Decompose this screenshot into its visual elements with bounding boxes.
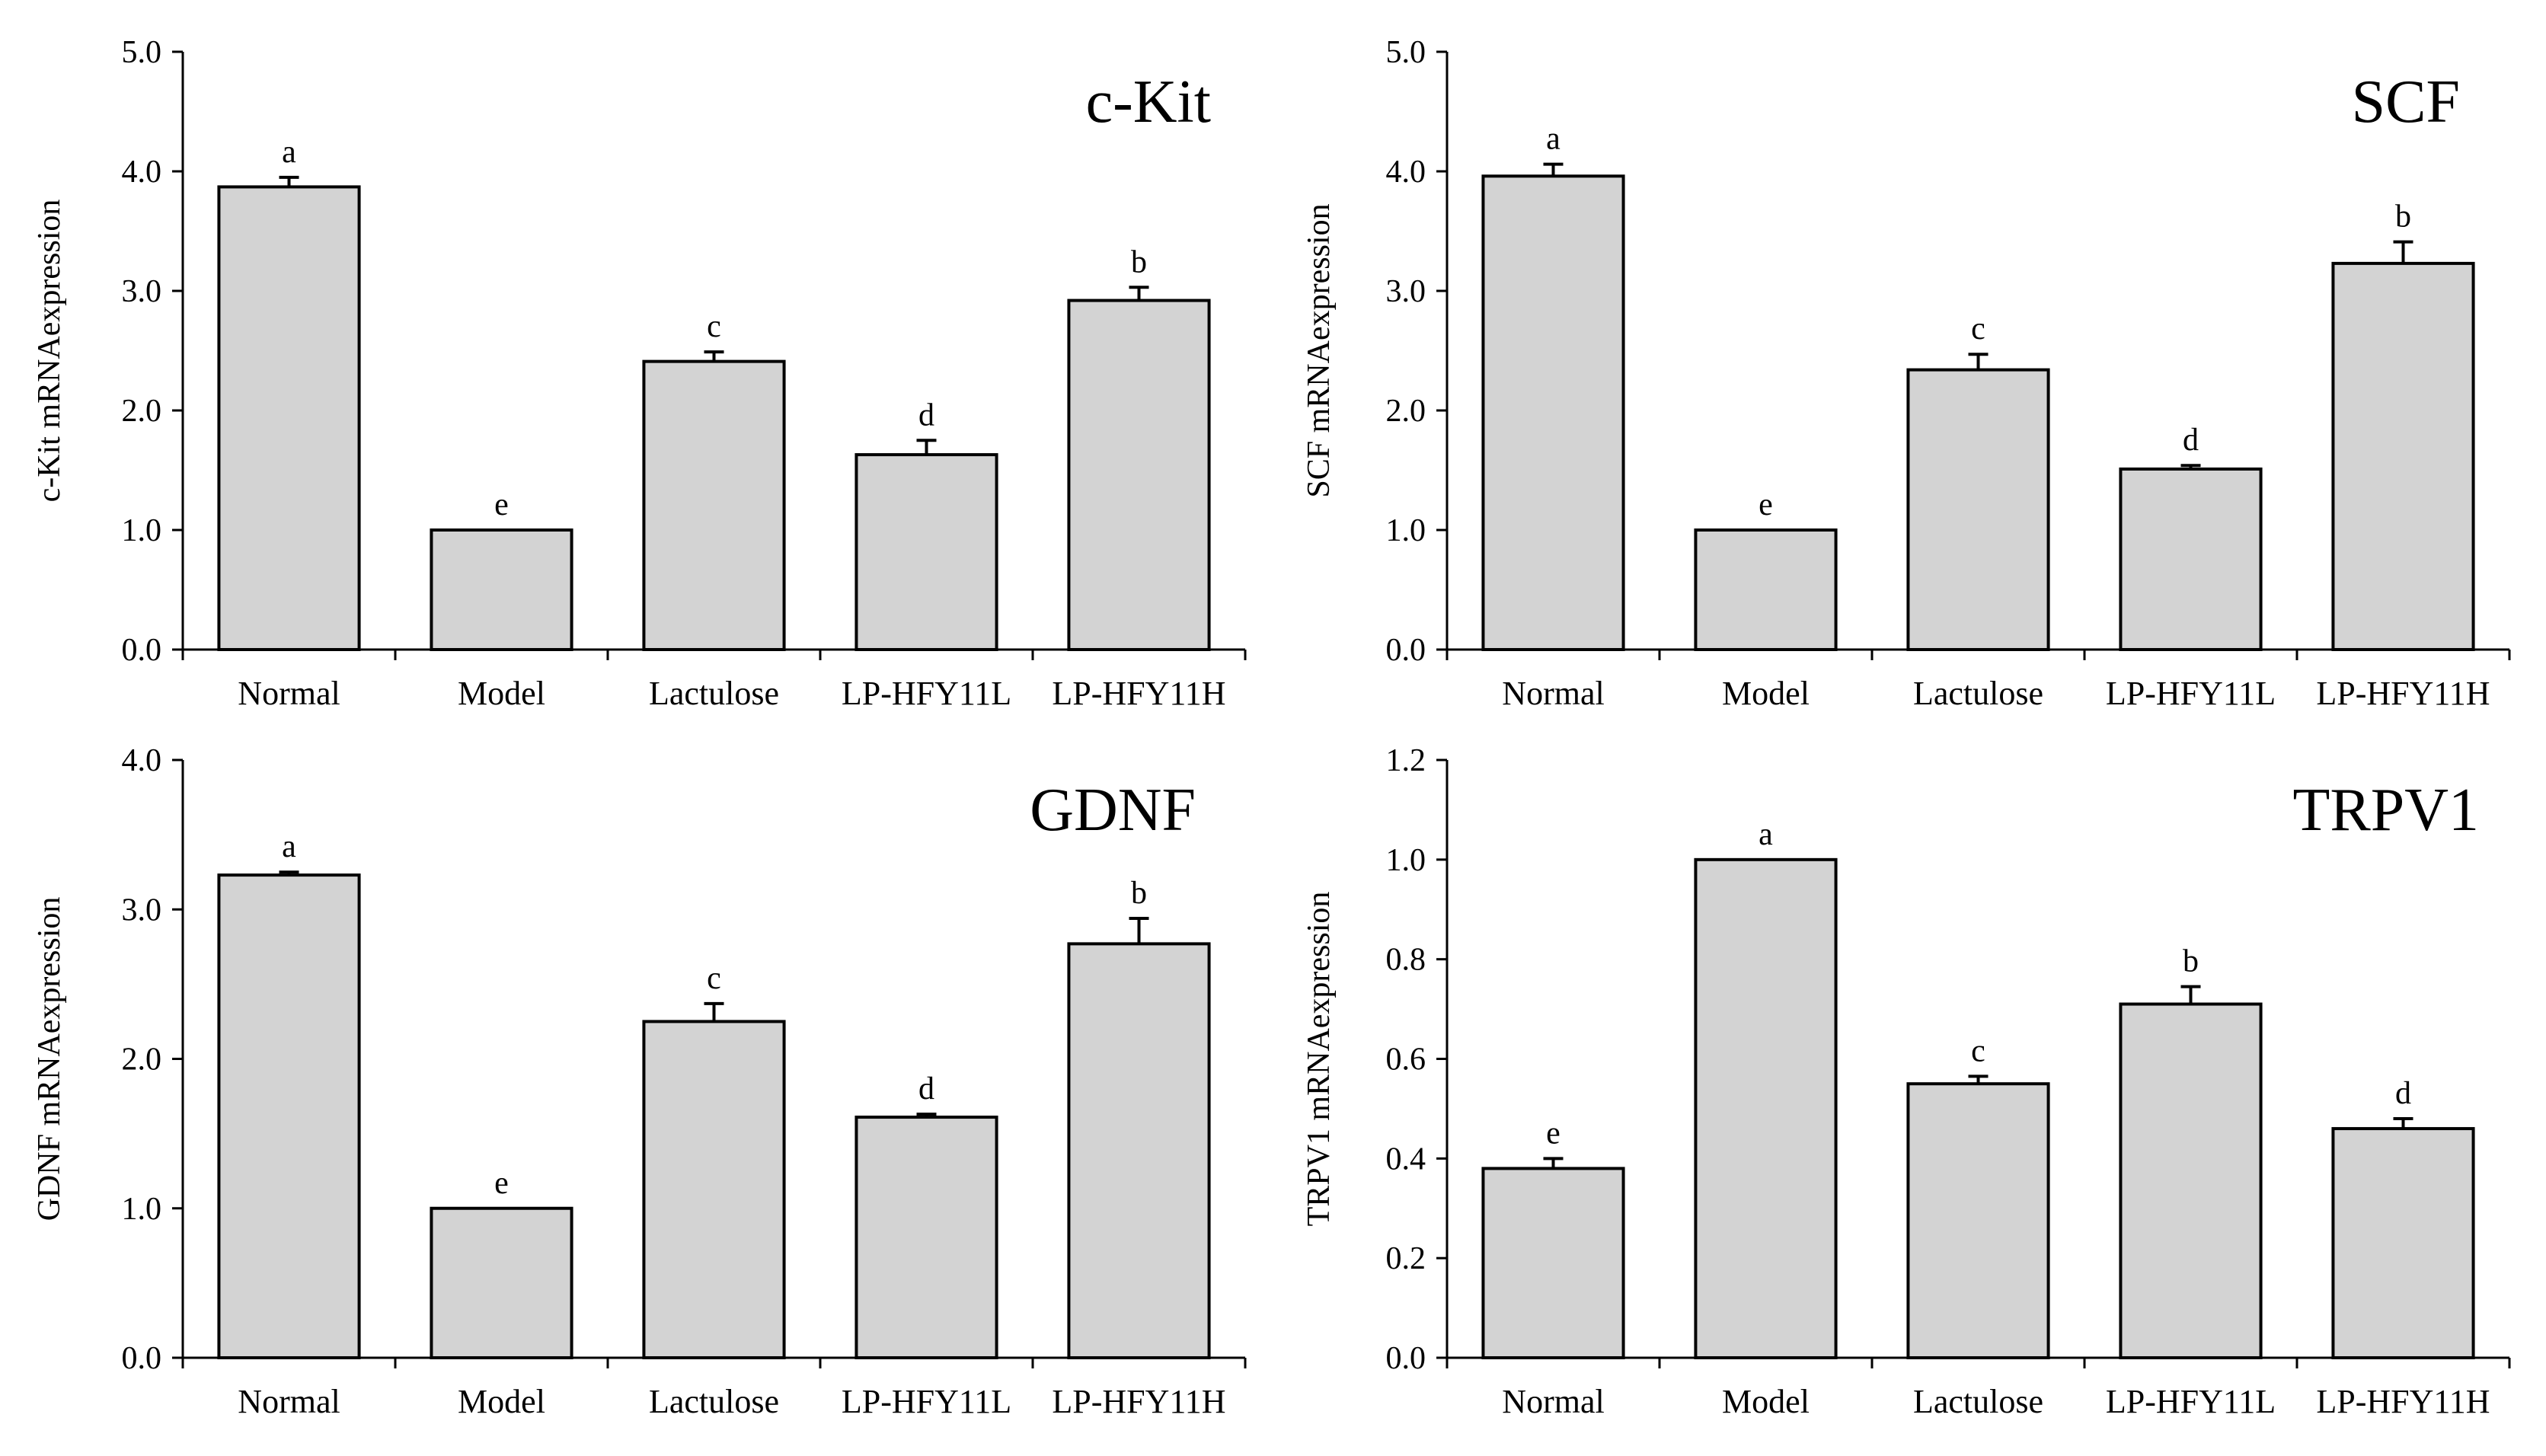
significance-letter: d (918, 1071, 934, 1106)
y-tick-label: 0.2 (1386, 1241, 1426, 1276)
significance-letter: e (1546, 1116, 1561, 1151)
significance-letter: b (1131, 876, 1147, 911)
x-tick-label: Model (1722, 675, 1810, 712)
significance-letter: b (1131, 244, 1147, 279)
bar-model (1694, 528, 1838, 651)
x-tick-label: LP-HFY11L (842, 1383, 1011, 1420)
x-tick-label: Model (458, 675, 545, 712)
x-tick-label: Normal (1502, 1383, 1604, 1420)
significance-letter: a (282, 135, 296, 170)
y-tick-label: 3.0 (122, 892, 162, 928)
y-tick-label: 4.0 (122, 155, 162, 190)
significance-letter: a (1546, 122, 1561, 157)
y-tick-label: 5.0 (1386, 35, 1426, 70)
y-axis-label: SCF mRNAexpression (1302, 203, 1337, 497)
significance-letter: d (2395, 1076, 2411, 1111)
y-tick-label: 2.0 (1386, 394, 1426, 429)
bar-lp-hfy11h (1067, 299, 1211, 651)
bar-lp-hfy11l (2119, 467, 2263, 651)
y-tick-label: 1.0 (1386, 513, 1426, 548)
bar-model (430, 528, 573, 651)
y-tick-label: 0.0 (122, 633, 162, 668)
x-tick-label: LP-HFY11L (842, 675, 1011, 712)
y-tick-label: 4.0 (122, 743, 162, 778)
y-tick-label: 0.0 (1386, 1341, 1426, 1376)
bar-lp-hfy11l (2119, 1002, 2263, 1359)
significance-letter: a (1759, 817, 1773, 852)
significance-letter: d (918, 398, 934, 433)
x-tick-label: Model (1722, 1383, 1810, 1420)
significance-letter: c (1971, 311, 1985, 346)
chart-panel-trpv1: 0.0 0.2 0.4 0.6 0.8 1.0 1.2 e Normal a Model c Lactu… (1302, 743, 2511, 1420)
x-tick-label: Model (458, 1383, 545, 1420)
x-tick-label: Lactulose (649, 1383, 779, 1420)
bar-normal (217, 185, 361, 652)
y-tick-label: 0.6 (1386, 1043, 1426, 1078)
y-tick-label: 3.0 (122, 274, 162, 309)
x-tick-label: LP-HFY11L (2106, 1383, 2276, 1420)
chart-title: SCF (2352, 69, 2460, 136)
significance-letter: a (282, 829, 296, 864)
bar-lp-hfy11h (1067, 942, 1211, 1359)
bar-normal (1481, 174, 1625, 651)
bar-model (430, 1206, 573, 1359)
significance-letter: e (494, 1166, 509, 1201)
significance-letter: c (707, 309, 721, 344)
x-tick-label: Normal (1502, 675, 1604, 712)
y-axis-label: GDNF mRNAexpression (32, 897, 67, 1221)
significance-letter: e (1759, 487, 1773, 522)
bar-normal (1481, 1167, 1625, 1359)
x-tick-label: LP-HFY11H (1052, 675, 1225, 712)
y-tick-label: 3.0 (1386, 274, 1426, 309)
y-tick-label: 2.0 (122, 1043, 162, 1078)
chart-panel-gdnf: 0.0 1.0 2.0 3.0 4.0 a Normal e Model c Lactulose d L… (32, 743, 1247, 1420)
significance-letter: b (2395, 200, 2411, 235)
significance-letter: c (1971, 1033, 1985, 1068)
y-tick-label: 1.0 (122, 1192, 162, 1227)
x-tick-label: LP-HFY11H (1052, 1383, 1225, 1420)
x-tick-label: Normal (238, 1383, 340, 1420)
chart-panel-scf: 0.0 1.0 2.0 3.0 4.0 5.0 a Normal e Model c Lactulos… (1302, 35, 2511, 712)
bar-lactulose (642, 359, 786, 651)
y-axis-label: c-Kit mRNAexpression (32, 200, 67, 503)
y-tick-label: 0.4 (1386, 1141, 1426, 1177)
bar-lp-hfy11h (2331, 261, 2475, 651)
x-tick-label: Lactulose (1913, 675, 2043, 712)
chart-title: c-Kit (1086, 69, 1211, 136)
significance-letter: d (2183, 423, 2199, 458)
y-tick-label: 0.8 (1386, 943, 1426, 978)
bar-lp-hfy11l (855, 453, 998, 652)
significance-letter: c (707, 961, 721, 996)
significance-letter: e (494, 487, 509, 522)
bar-model (1694, 857, 1838, 1360)
chart-title: GDNF (1030, 777, 1196, 844)
x-tick-label: LP-HFY11L (2106, 675, 2276, 712)
y-tick-label: 1.0 (122, 513, 162, 548)
bar-lactulose (1906, 368, 2050, 651)
y-tick-label: 0.0 (122, 1341, 162, 1376)
y-tick-label: 1.2 (1386, 743, 1426, 778)
x-tick-label: LP-HFY11H (2316, 1383, 2490, 1420)
bar-lp-hfy11l (855, 1116, 998, 1359)
bar-lactulose (1906, 1082, 2050, 1360)
bar-lactulose (642, 1020, 786, 1359)
y-axis-label: TRPV1 mRNAexpression (1302, 892, 1337, 1227)
x-tick-label: Normal (238, 675, 340, 712)
x-tick-label: Lactulose (649, 675, 779, 712)
x-tick-label: Lactulose (1913, 1383, 2043, 1420)
bar-normal (217, 873, 361, 1360)
y-tick-label: 4.0 (1386, 155, 1426, 190)
y-tick-label: 1.0 (1386, 843, 1426, 878)
significance-letter: b (2183, 944, 2199, 979)
chart-title: TRPV1 (2293, 777, 2480, 844)
x-tick-label: LP-HFY11H (2316, 675, 2490, 712)
y-tick-label: 5.0 (122, 35, 162, 70)
bar-lp-hfy11h (2331, 1127, 2475, 1360)
chart-panel-c-kit: 0.0 1.0 2.0 3.0 4.0 5.0 a Normal e Model c Lactulos… (32, 35, 1247, 712)
y-tick-label: 2.0 (122, 394, 162, 429)
y-tick-label: 0.0 (1386, 633, 1426, 668)
